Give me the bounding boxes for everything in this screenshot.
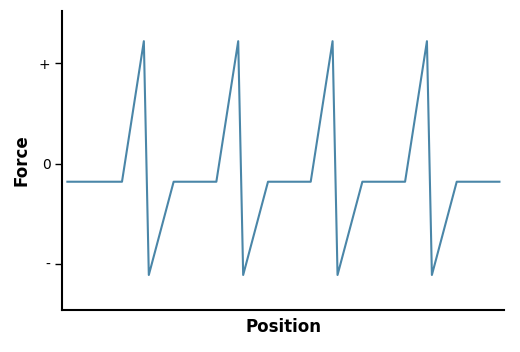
Y-axis label: Force: Force: [12, 134, 31, 186]
X-axis label: Position: Position: [245, 318, 321, 336]
